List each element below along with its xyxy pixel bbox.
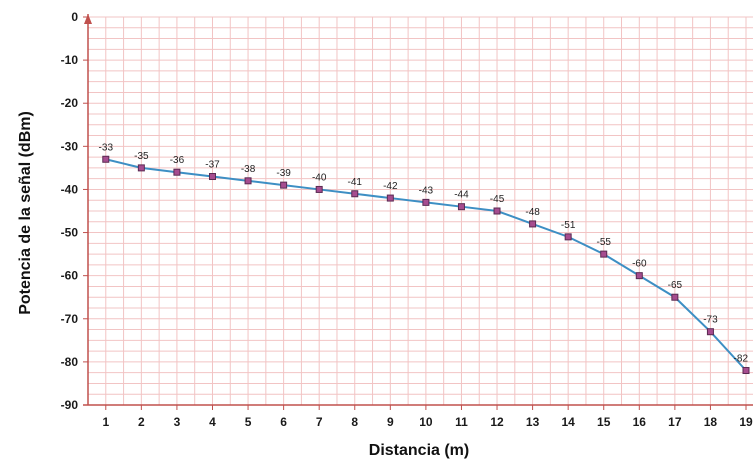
x-tick-label: 15 — [597, 415, 611, 429]
data-point-marker — [493, 207, 501, 215]
x-axis-title: Distancia (m) — [369, 442, 469, 459]
data-point-marker — [137, 164, 145, 172]
x-tick-label: 2 — [138, 415, 145, 429]
data-label: -43 — [419, 185, 434, 196]
data-point-marker — [457, 203, 465, 211]
y-tick-label: -60 — [61, 269, 79, 283]
data-point-marker — [280, 181, 288, 189]
x-tick-label: 17 — [668, 415, 682, 429]
y-axis-arrow — [84, 14, 92, 24]
data-label: -38 — [241, 164, 256, 175]
data-point-marker — [208, 173, 216, 181]
axes — [83, 14, 753, 410]
data-label: -55 — [597, 237, 612, 248]
data-label: -73 — [703, 315, 718, 326]
data-label: -45 — [490, 194, 505, 205]
data-label: -44 — [454, 190, 469, 201]
x-tick-label: 5 — [245, 415, 252, 429]
x-tick-label: 9 — [387, 415, 394, 429]
x-tick-label: 10 — [419, 415, 433, 429]
x-tick-label: 3 — [174, 415, 181, 429]
x-tick-label: 14 — [561, 415, 575, 429]
data-markers — [102, 155, 750, 375]
data-label: -37 — [205, 160, 220, 171]
data-point-marker — [635, 272, 643, 280]
x-tick-label: 11 — [455, 415, 468, 429]
data-point-marker — [315, 185, 323, 193]
data-label: -40 — [312, 172, 327, 183]
x-tick-label: 4 — [209, 415, 216, 429]
y-axis-title: Potencia de la señal (dBm) — [17, 111, 34, 315]
data-point-marker — [102, 155, 110, 163]
y-tick-label: 0 — [71, 10, 78, 24]
grid-lines — [87, 16, 753, 406]
x-tick-labels: 1 2 3 4 5 6 7 8 9 10 11 12 13 14 15 16 17 18 19 — [102, 415, 753, 429]
x-tick-label: 12 — [490, 415, 504, 429]
y-tick-label: -20 — [61, 96, 79, 110]
y-tick-label: -70 — [61, 312, 79, 326]
data-point-marker — [386, 194, 394, 202]
y-tick-label: -50 — [61, 226, 79, 240]
x-tick-label: 1 — [102, 415, 109, 429]
data-label: -60 — [632, 259, 647, 270]
y-tick-label: -40 — [61, 182, 79, 196]
data-label: -35 — [134, 151, 149, 162]
data-point-marker — [564, 233, 572, 241]
data-label: -39 — [276, 168, 291, 179]
data-point-marker — [706, 328, 714, 336]
data-point-marker — [173, 168, 181, 176]
data-label: -33 — [99, 142, 114, 153]
data-label: -51 — [561, 220, 576, 231]
x-tick-label: 18 — [704, 415, 718, 429]
data-label: -42 — [383, 181, 398, 192]
data-label: -41 — [348, 177, 363, 188]
data-point-marker — [244, 177, 252, 185]
data-point-marker — [600, 250, 608, 258]
data-labels: -33 -35 -36 -37 -38 -39 -40 -41 -42 -43 -44 -45 -48 -… — [99, 142, 749, 364]
data-point-marker — [671, 293, 679, 301]
y-tick-label: -30 — [61, 139, 79, 153]
data-point-marker — [422, 198, 430, 206]
x-tick-label: 19 — [739, 415, 753, 429]
data-label: -48 — [525, 207, 540, 218]
data-label: -82 — [734, 354, 749, 365]
data-point-marker — [742, 367, 750, 375]
x-tick-label: 13 — [526, 415, 540, 429]
x-tick-label: 6 — [280, 415, 287, 429]
data-label: -36 — [170, 155, 185, 166]
data-point-marker — [529, 220, 537, 228]
y-tick-labels: 0 -10 -20 -30 -40 -50 -60 -70 -80 -90 — [61, 10, 79, 412]
data-label: -65 — [668, 280, 683, 291]
x-tick-label: 16 — [633, 415, 647, 429]
x-tick-label: 7 — [316, 415, 323, 429]
y-tick-label: -80 — [61, 355, 79, 369]
x-tick-label: 8 — [351, 415, 358, 429]
y-tick-label: -90 — [61, 398, 79, 412]
y-tick-label: -10 — [61, 53, 79, 67]
data-point-marker — [351, 190, 359, 198]
